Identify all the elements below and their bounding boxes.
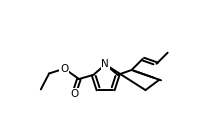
Text: O: O — [60, 64, 68, 74]
Text: O: O — [70, 89, 78, 99]
Text: N: N — [101, 60, 109, 69]
